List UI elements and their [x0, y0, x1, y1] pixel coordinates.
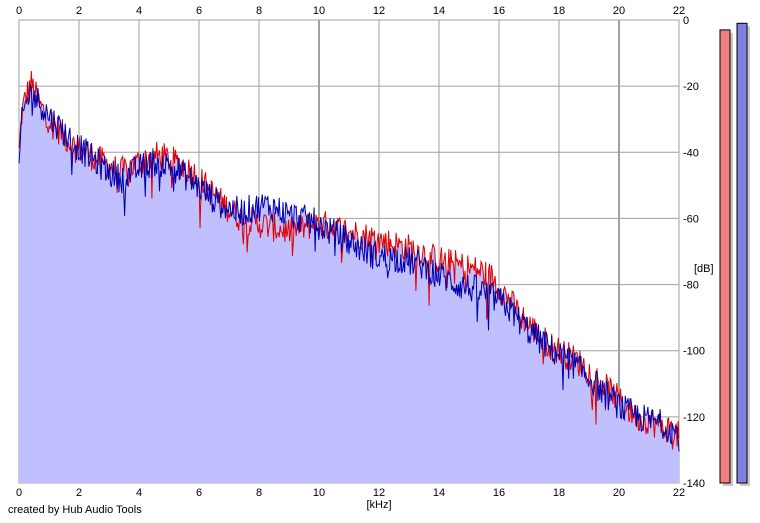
x-tick-label-bottom: 6 — [196, 487, 202, 499]
x-tick-label-top: 0 — [16, 5, 22, 17]
level-meter-1 — [736, 22, 748, 484]
credit-text: created by Hub Audio Tools — [8, 504, 142, 516]
series-line-0 — [18, 70, 680, 450]
y-tick-label: -100 — [683, 346, 705, 358]
spectrum-area — [19, 71, 679, 483]
y-tick-label: -80 — [683, 280, 699, 292]
x-tick-label-top: 20 — [613, 5, 625, 17]
x-tick-label-bottom: 20 — [613, 487, 625, 499]
x-tick-label-bottom: 18 — [553, 487, 565, 499]
area-fill — [19, 71, 679, 483]
y-tick-label: -20 — [683, 81, 699, 93]
y-axis-label: [dB] — [694, 263, 714, 275]
x-tick-label-bottom: 2 — [76, 487, 82, 499]
y-tick-label: -60 — [683, 213, 699, 225]
x-tick-label-top: 10 — [313, 5, 325, 17]
x-tick-label-top: 12 — [373, 5, 385, 17]
level-meter-0 — [719, 29, 731, 484]
x-tick-label-top: 22 — [673, 5, 685, 17]
x-tick-label-bottom: 4 — [136, 487, 142, 499]
x-tick-label-top: 18 — [553, 5, 565, 17]
x-tick-label-bottom: 14 — [433, 487, 445, 499]
y-tick-label: -140 — [683, 478, 705, 490]
x-tick-label-bottom: 8 — [256, 487, 262, 499]
x-tick-label-top: 4 — [136, 5, 142, 17]
level-meters — [719, 22, 750, 487]
series-line-1 — [18, 84, 680, 452]
x-tick-label-bottom: 0 — [16, 487, 22, 499]
x-tick-label-top: 14 — [433, 5, 445, 17]
y-tick-label: -120 — [683, 412, 705, 424]
x-tick-label-bottom: 16 — [493, 487, 505, 499]
x-tick-label-top: 2 — [76, 5, 82, 17]
y-tick-label: -40 — [683, 147, 699, 159]
x-axis-label: [kHz] — [366, 499, 391, 511]
series-lines — [18, 70, 680, 452]
x-tick-label-bottom: 10 — [313, 487, 325, 499]
x-tick-label-top: 8 — [256, 5, 262, 17]
axes: 002244668810101212141416161818202022220-… — [16, 5, 705, 499]
x-tick-label-top: 16 — [493, 5, 505, 17]
x-tick-label-bottom: 12 — [373, 487, 385, 499]
x-tick-label-bottom: 22 — [673, 487, 685, 499]
y-tick-label: 0 — [683, 15, 689, 27]
x-tick-label-top: 6 — [196, 5, 202, 17]
